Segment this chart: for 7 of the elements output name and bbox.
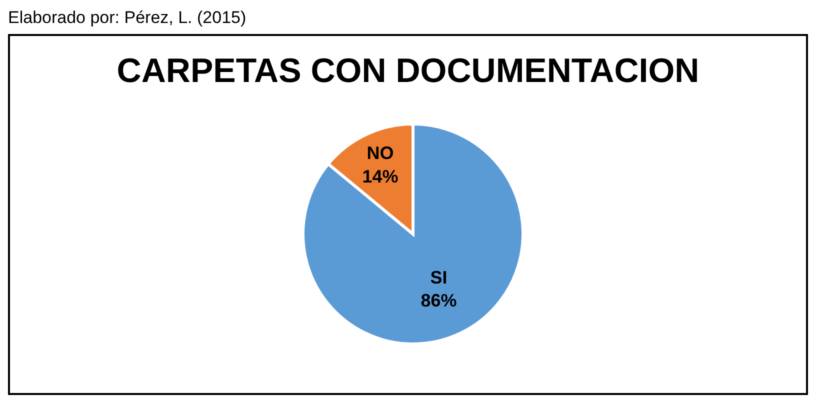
slice-label: SI [430,267,448,288]
pie-slice [302,122,524,346]
chart-title: CARPETAS CON DOCUMENTACION [116,52,700,91]
data-label: 14% [362,166,398,186]
text: Elaborado por: Pérez, L. (2015) [8,8,246,27]
data-label: 86% [420,290,457,311]
slice-label: NO [366,142,394,163]
